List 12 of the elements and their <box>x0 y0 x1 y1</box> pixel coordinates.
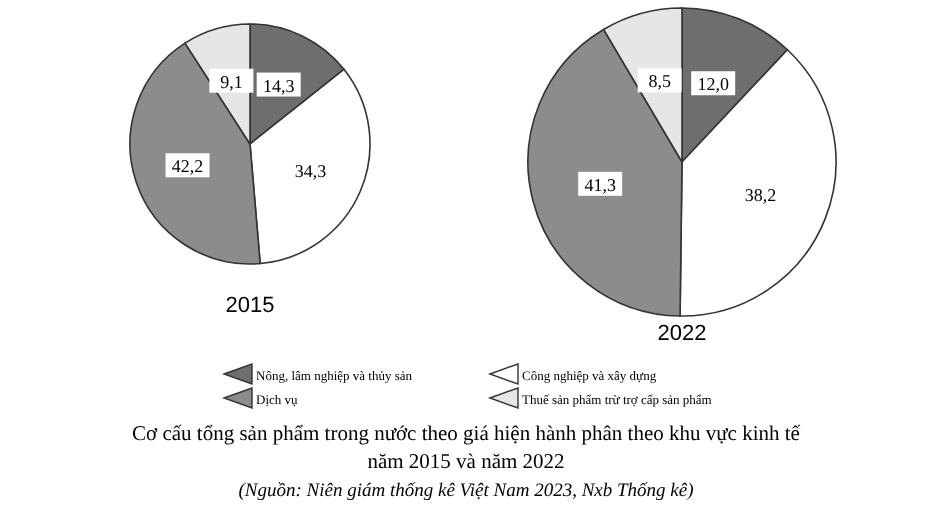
slice-label: 2015 <box>225 294 275 318</box>
data-label: 38,2 <box>744 184 777 205</box>
data-label: 14,3 <box>262 75 296 96</box>
data-label: 8,5 <box>648 71 672 92</box>
data-label: 12,0 <box>697 74 730 95</box>
data-label: 9,1 <box>220 71 243 92</box>
data-label: 34,3 <box>294 161 328 182</box>
data-label: 41,3 <box>584 174 617 195</box>
data-label: 42,2 <box>171 156 204 177</box>
text: (Nguồn: Niên giám thống kê Việt Nam 2023, Nxb Thống kê) <box>238 482 694 502</box>
text: Cơ cấu tổng sản phẩm trong nước theo giá hiện hành phân theo khu vực kinh tế năm 2015 và năm 2022 <box>132 424 801 474</box>
slice-label: 2022 <box>657 322 707 346</box>
